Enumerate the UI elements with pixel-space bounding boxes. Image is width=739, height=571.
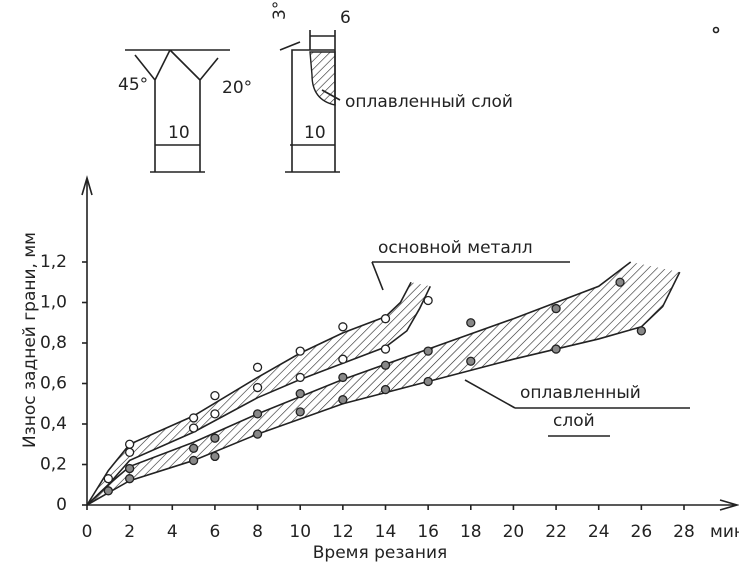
layer-hatch — [309, 51, 336, 106]
point — [188, 455, 199, 466]
point — [636, 326, 647, 336]
point — [295, 346, 305, 356]
y-tick-label: 0,2 — [40, 455, 67, 475]
y-tick-label: 1,0 — [40, 293, 67, 313]
tool-right — [279, 30, 340, 173]
sketch: 45° 20° 10 3° 6 10 оплавленный слой — [118, 1, 720, 173]
point — [210, 409, 220, 419]
label: 10 — [168, 123, 190, 143]
point — [466, 318, 476, 328]
x-tick-label: 8 — [252, 522, 263, 542]
x-tick-label: 14 — [375, 522, 397, 542]
point — [252, 429, 263, 439]
y-tick-label: 1,2 — [40, 252, 67, 272]
x-tick-label: 16 — [417, 522, 439, 542]
point — [295, 372, 305, 383]
x-tick-label: 24 — [588, 522, 610, 542]
point — [551, 344, 561, 354]
leader — [321, 89, 341, 101]
y-tick-label: 0,8 — [40, 333, 67, 353]
dot — [712, 26, 720, 34]
point — [380, 314, 391, 324]
point — [338, 395, 348, 405]
point — [210, 390, 220, 401]
point — [252, 409, 263, 419]
point — [188, 423, 199, 433]
point — [466, 356, 476, 366]
band-fill — [87, 262, 680, 505]
annotation: основной металл — [378, 238, 533, 258]
x-tick-label: 26 — [631, 522, 653, 542]
annotation: оплавленный — [520, 383, 641, 403]
label: 3° — [270, 1, 290, 20]
x-tick-label: 12 — [332, 522, 354, 542]
x-axis-label: Время резания — [313, 543, 447, 563]
tool-left — [125, 49, 230, 173]
label: оплавленный слой — [345, 92, 513, 112]
label: 10 — [304, 123, 326, 143]
point — [551, 303, 561, 314]
point — [124, 447, 135, 458]
point — [423, 376, 433, 387]
x-tick-label: 18 — [460, 522, 482, 542]
point — [380, 384, 391, 395]
point — [295, 388, 305, 399]
point — [188, 413, 199, 423]
point — [295, 407, 305, 417]
band-upper — [86, 281, 412, 506]
y-tick-label: 0,4 — [40, 414, 67, 434]
point — [124, 463, 135, 474]
y-tick-label: 0 — [56, 495, 67, 515]
x-tick-label: 2 — [124, 522, 135, 542]
x-tick-label: 4 — [167, 522, 178, 542]
point — [210, 433, 220, 443]
point — [423, 346, 433, 356]
point — [338, 322, 348, 332]
point — [380, 344, 391, 354]
point — [124, 439, 135, 449]
x-tick-label: 22 — [545, 522, 567, 542]
band-fill — [87, 282, 431, 505]
x-tick-label: 0 — [82, 522, 93, 542]
x-tick-label: 20 — [503, 522, 525, 542]
point — [338, 354, 348, 364]
point — [380, 360, 391, 370]
x-tick-label: 6 — [210, 522, 221, 542]
point — [338, 372, 348, 383]
x-unit: мин — [710, 522, 739, 542]
y-tick-label: 0,6 — [40, 374, 67, 394]
point — [124, 474, 135, 484]
label: 45° — [118, 75, 148, 95]
point — [103, 474, 113, 484]
x-tick-label: 28 — [673, 522, 695, 542]
annotation: слой — [553, 411, 595, 431]
axis-arrows — [81, 175, 739, 511]
point — [103, 486, 113, 496]
y-axis-label: Износ задней грани, мм — [20, 232, 40, 448]
label: 6 — [340, 8, 351, 28]
label: 20° — [222, 78, 252, 98]
leader — [371, 261, 690, 437]
point — [188, 443, 199, 453]
point — [210, 451, 220, 462]
point — [615, 277, 625, 287]
point — [252, 362, 263, 372]
point — [252, 382, 263, 393]
point — [423, 295, 433, 306]
x-tick-label: 10 — [289, 522, 311, 542]
